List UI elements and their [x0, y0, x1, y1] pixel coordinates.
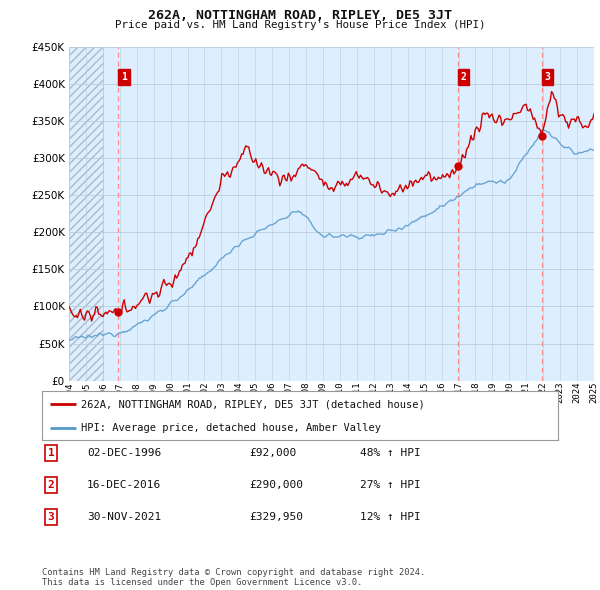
Text: 1: 1 [121, 72, 127, 82]
Text: Price paid vs. HM Land Registry's House Price Index (HPI): Price paid vs. HM Land Registry's House … [115, 20, 485, 30]
Text: £290,000: £290,000 [249, 480, 303, 490]
Text: 2: 2 [460, 72, 466, 82]
Text: 12% ↑ HPI: 12% ↑ HPI [360, 512, 421, 522]
Text: 262A, NOTTINGHAM ROAD, RIPLEY, DE5 3JT: 262A, NOTTINGHAM ROAD, RIPLEY, DE5 3JT [148, 9, 452, 22]
Text: £92,000: £92,000 [249, 448, 296, 458]
Text: 3: 3 [47, 512, 55, 522]
Text: 2: 2 [47, 480, 55, 490]
Text: 3: 3 [544, 72, 550, 82]
Text: 27% ↑ HPI: 27% ↑ HPI [360, 480, 421, 490]
Bar [69, 47, 103, 381]
Text: 48% ↑ HPI: 48% ↑ HPI [360, 448, 421, 458]
Text: £329,950: £329,950 [249, 512, 303, 522]
Text: 16-DEC-2016: 16-DEC-2016 [87, 480, 161, 490]
Text: 02-DEC-1996: 02-DEC-1996 [87, 448, 161, 458]
Text: Contains HM Land Registry data © Crown copyright and database right 2024.
This d: Contains HM Land Registry data © Crown c… [42, 568, 425, 587]
Text: 262A, NOTTINGHAM ROAD, RIPLEY, DE5 3JT (detached house): 262A, NOTTINGHAM ROAD, RIPLEY, DE5 3JT (… [80, 399, 424, 409]
Text: HPI: Average price, detached house, Amber Valley: HPI: Average price, detached house, Ambe… [80, 424, 381, 434]
Text: 30-NOV-2021: 30-NOV-2021 [87, 512, 161, 522]
Text: 1: 1 [47, 448, 55, 458]
